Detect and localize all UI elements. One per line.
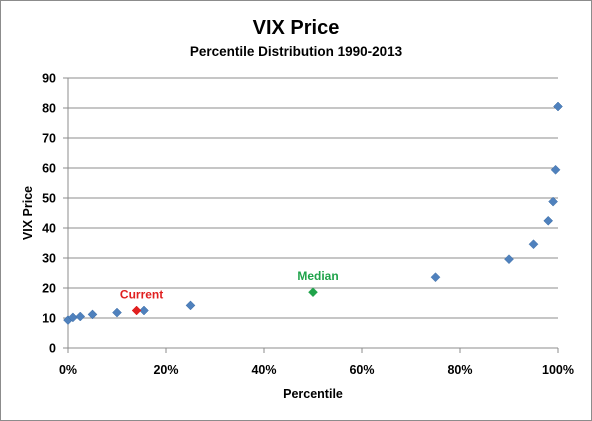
- data-point-7: [430, 272, 441, 283]
- data-point-9: [528, 239, 539, 250]
- data-point-1: [68, 312, 78, 323]
- median-label: Median: [297, 269, 338, 283]
- x-tick-label-5: 100%: [542, 363, 574, 377]
- current-point: [131, 305, 142, 316]
- highlight-points: Current Median: [120, 269, 339, 316]
- data-point-6: [185, 300, 196, 311]
- y-tick-label-7: 70: [42, 132, 56, 146]
- data-point-4: [112, 307, 122, 318]
- x-tick-label-1: 20%: [153, 363, 178, 377]
- x-axis-label: Percentile: [283, 387, 343, 401]
- median-point: [308, 287, 318, 298]
- data-points: [63, 101, 563, 325]
- chart-title: VIX Price: [253, 17, 340, 39]
- data-point-8: [504, 254, 514, 265]
- data-point-5: [139, 305, 149, 316]
- x-tick-label-4: 80%: [447, 363, 472, 377]
- data-point-12: [550, 164, 561, 175]
- y-tick-label-3: 30: [42, 252, 56, 266]
- y-tick-label-5: 50: [42, 192, 56, 206]
- y-tick-label-0: 0: [49, 342, 56, 356]
- data-point-11: [548, 196, 558, 207]
- data-point-3: [87, 309, 98, 320]
- current-label: Current: [120, 288, 163, 302]
- x-tick-label-2: 40%: [251, 363, 276, 377]
- gridlines: [68, 77, 558, 349]
- axes: [63, 77, 559, 353]
- y-tick-label-6: 60: [42, 162, 56, 176]
- x-tick-label-0: 0%: [59, 363, 77, 377]
- y-tick-label-4: 40: [42, 222, 56, 236]
- chart-subtitle: Percentile Distribution 1990-2013: [190, 44, 403, 59]
- data-point-10: [543, 215, 554, 226]
- y-tick-label-1: 10: [42, 312, 56, 326]
- y-axis-label: VIX Price: [21, 186, 35, 240]
- y-tick-label-8: 80: [42, 102, 56, 116]
- data-point-2: [75, 311, 86, 322]
- y-tick-label-9: 90: [42, 72, 56, 86]
- y-tick-labels: 0 10 20 30 40 50 60 70 80 90: [42, 72, 56, 356]
- x-tick-labels: 0% 20% 40% 60% 80% 100%: [59, 363, 574, 377]
- x-tick-label-3: 60%: [349, 363, 374, 377]
- data-point-13: [553, 101, 563, 112]
- y-tick-label-2: 20: [42, 282, 56, 296]
